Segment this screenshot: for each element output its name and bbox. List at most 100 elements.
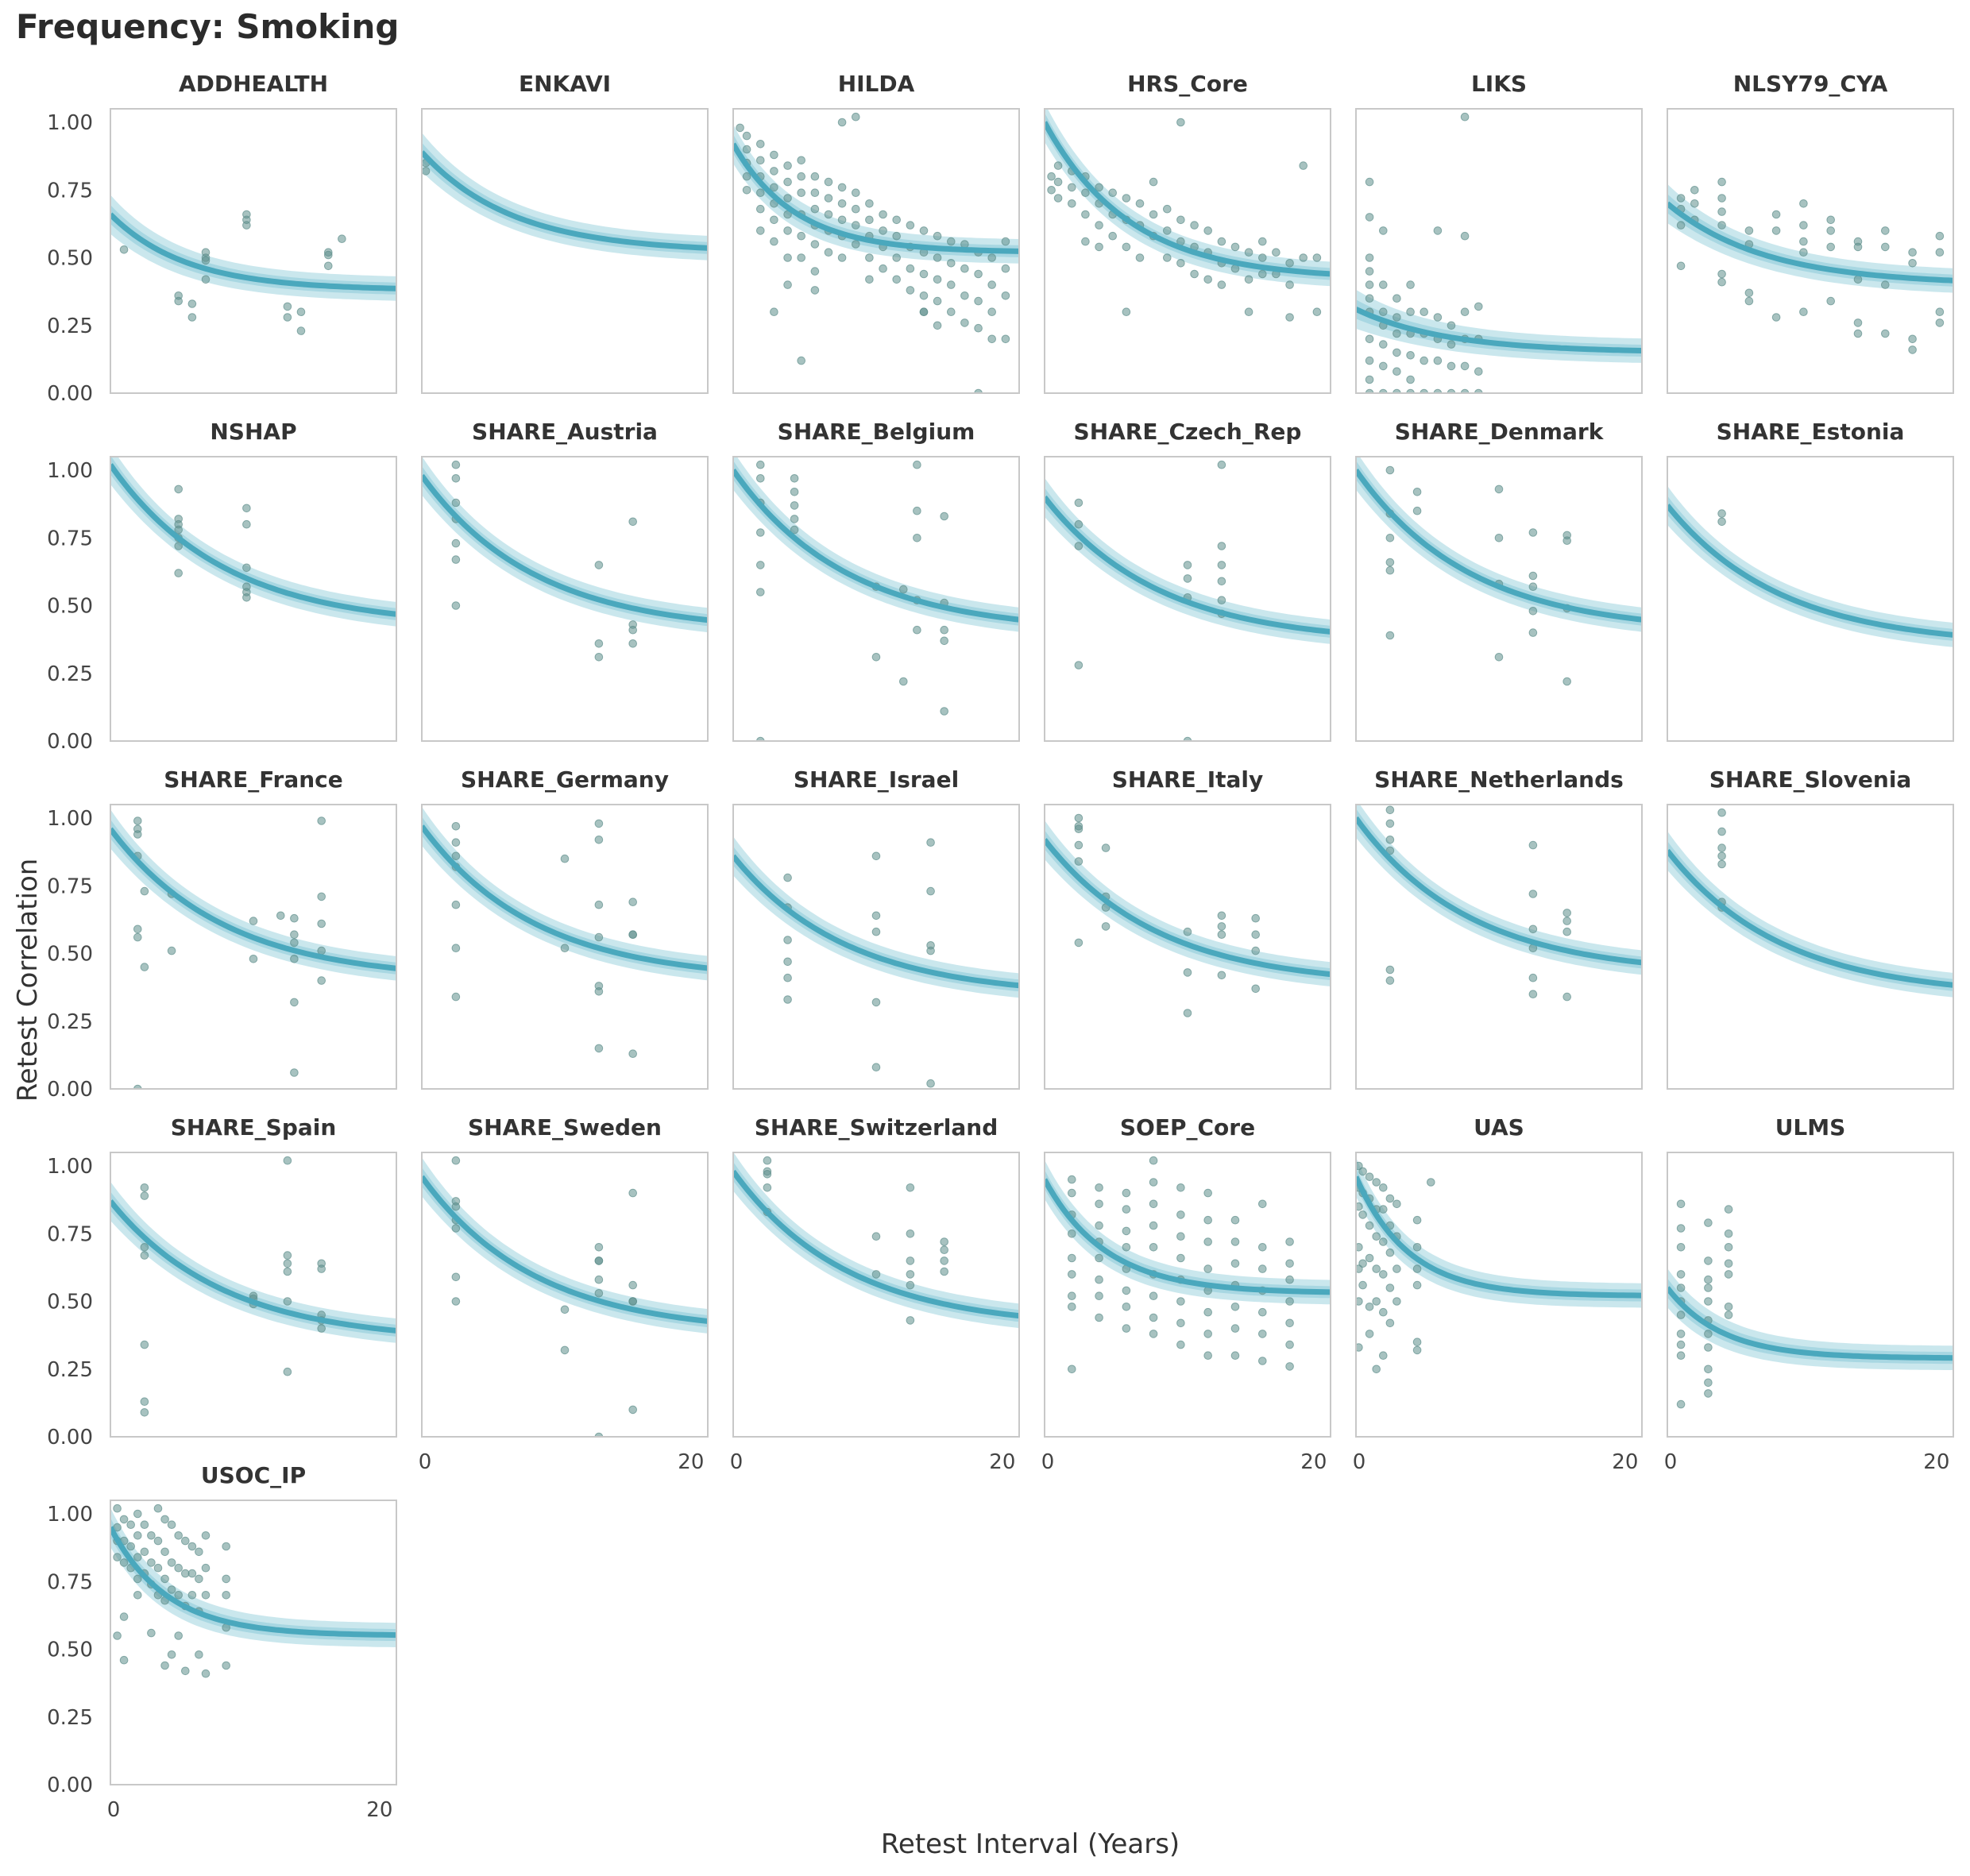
data-point [594, 819, 604, 828]
data-point [451, 822, 461, 831]
data-point [451, 601, 461, 610]
data-point [1724, 1243, 1733, 1252]
data-point [763, 1170, 772, 1179]
fit-line [110, 827, 396, 971]
data-point [276, 911, 285, 921]
data-point [628, 897, 638, 906]
data-point [1251, 984, 1260, 994]
data-point [451, 838, 461, 847]
fit-line [1356, 307, 1642, 353]
data-point [1412, 1338, 1422, 1346]
data-point [119, 1655, 129, 1665]
data-point [1068, 1291, 1076, 1300]
data-point [1474, 302, 1483, 311]
data-point [133, 1553, 142, 1561]
data-point [1528, 582, 1538, 592]
data-point [1704, 1218, 1713, 1227]
data-point [1494, 484, 1504, 494]
data-point [1676, 1399, 1686, 1409]
data-point [283, 1156, 292, 1165]
data-point [1183, 574, 1192, 583]
data-point [1203, 1237, 1212, 1246]
panel-share-spain: SHARE_Spain 0.00 0.25 0.50 0.75 1.00 [47, 1114, 397, 1449]
data-point [283, 313, 292, 322]
data-point [906, 1256, 915, 1265]
data-point [195, 1650, 203, 1659]
panel-title: USOC_IP [201, 1462, 306, 1488]
data-point [906, 1183, 915, 1192]
data-point [1676, 1310, 1686, 1319]
data-point [119, 1558, 129, 1567]
data-point [133, 1509, 142, 1519]
data-point [947, 280, 956, 289]
data-point [1724, 1205, 1733, 1214]
data-point [940, 1267, 948, 1276]
data-point [422, 167, 431, 176]
data-point [1101, 922, 1111, 931]
data-point [1230, 1237, 1240, 1246]
data-point [1074, 498, 1084, 508]
data-point [133, 1591, 142, 1600]
data-point [1385, 1283, 1395, 1292]
data-point [1406, 280, 1415, 289]
data-point [1001, 237, 1010, 246]
data-point [1717, 221, 1726, 230]
ci-band-inner [1667, 841, 1953, 991]
data-point [1393, 367, 1401, 376]
panel-share-italy: SHARE_Italy [1044, 766, 1331, 1090]
data-point [940, 1237, 948, 1246]
data-point [1285, 313, 1294, 322]
data-point [317, 1264, 326, 1273]
panel-frame [421, 804, 709, 1090]
data-point [119, 1515, 129, 1524]
data-point [160, 1547, 169, 1557]
data-point [933, 296, 942, 306]
data-point [770, 167, 778, 176]
data-point [1393, 329, 1401, 338]
data-point [879, 226, 887, 235]
y-axis-label: Retest Correlation [12, 859, 44, 1102]
data-point [1704, 1283, 1713, 1292]
data-point [1163, 253, 1172, 262]
data-point [1379, 361, 1388, 371]
data-point [913, 506, 921, 515]
data-point [1312, 253, 1322, 262]
data-point [1393, 294, 1401, 303]
data-point [1074, 857, 1084, 866]
data-point [1176, 1232, 1185, 1241]
data-point [1494, 653, 1504, 662]
data-point [160, 1515, 169, 1524]
data-point [1385, 465, 1395, 475]
data-point [797, 231, 806, 241]
data-point [756, 561, 765, 569]
data-point [1149, 210, 1158, 219]
panel-title: LIKS [1471, 71, 1527, 97]
data-point [783, 995, 792, 1004]
data-point [317, 919, 326, 928]
data-point [140, 1520, 149, 1529]
data-point [1217, 460, 1226, 469]
data-point [1149, 1313, 1158, 1322]
data-point [926, 946, 935, 955]
data-point [1258, 1330, 1267, 1338]
data-point [1853, 329, 1863, 338]
data-point [756, 460, 765, 469]
data-point [594, 900, 604, 909]
panel-frame [110, 1152, 397, 1438]
data-point [1717, 509, 1726, 518]
data-point [628, 1405, 638, 1415]
data-point [1203, 1330, 1212, 1338]
data-point [987, 307, 996, 317]
data-point [974, 323, 983, 333]
data-point [1203, 1307, 1212, 1317]
data-point [1412, 1264, 1422, 1273]
data-point [824, 248, 833, 257]
data-point [1881, 226, 1890, 235]
panel-frame [1355, 108, 1643, 394]
data-point [913, 460, 921, 469]
data-point [222, 1574, 231, 1584]
data-point [756, 736, 765, 741]
data-point [1365, 294, 1374, 303]
panel-title: NLSY79_CYA [1733, 71, 1888, 97]
data-point [1095, 183, 1103, 192]
